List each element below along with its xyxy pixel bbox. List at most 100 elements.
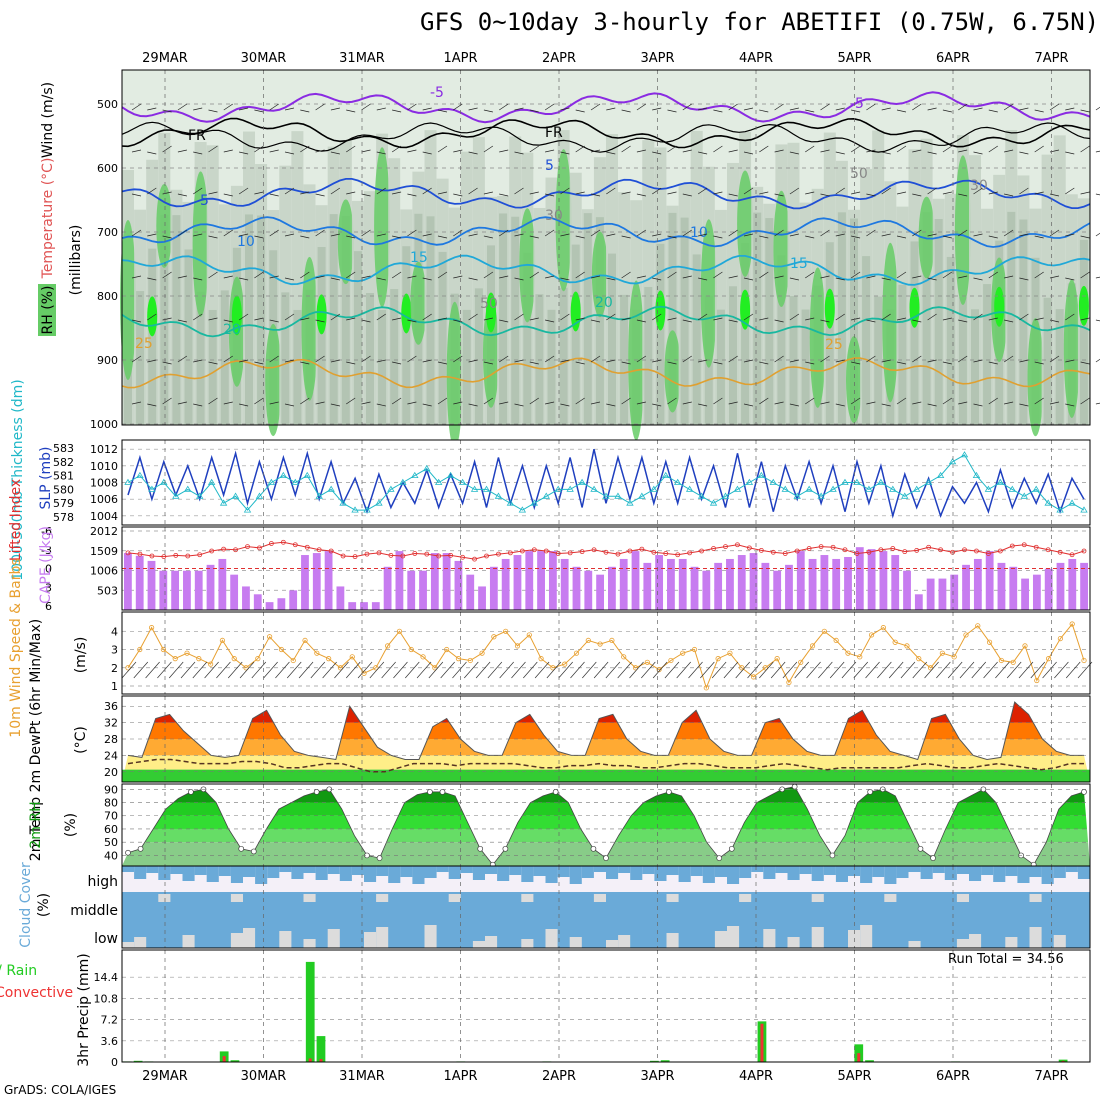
rh-shade-dark xyxy=(426,216,435,425)
rh2m-point xyxy=(917,845,924,852)
wind-barb xyxy=(545,319,555,323)
rh2m-point xyxy=(603,855,609,861)
wind-barb xyxy=(774,319,784,323)
wind-barb xyxy=(468,277,478,281)
wind-barb xyxy=(805,145,815,153)
wind-barb xyxy=(483,145,494,153)
cape-bar xyxy=(714,562,723,610)
wind-barb xyxy=(223,319,233,323)
rh-shade-dark xyxy=(910,241,919,425)
wind-barb xyxy=(606,151,616,155)
cloud-high-bar xyxy=(1005,866,1018,876)
rh-shade-dark xyxy=(801,309,810,425)
wind10-barb xyxy=(700,661,715,679)
thickness-point xyxy=(267,478,276,485)
cape-bar xyxy=(253,594,262,610)
li-point xyxy=(818,544,824,550)
precip-tick-label: 14.4 xyxy=(94,971,119,984)
cloud-high-bar xyxy=(255,866,268,884)
cape-bar xyxy=(218,558,227,610)
wind-barb xyxy=(590,193,601,197)
rh-shade-green xyxy=(446,301,463,449)
wind-tick-label: 1 xyxy=(111,680,118,693)
li-point xyxy=(412,551,418,556)
cloud-high-bar xyxy=(436,866,449,872)
wind10-point xyxy=(125,665,131,671)
wind-barb xyxy=(652,187,662,195)
wind-barb xyxy=(789,403,799,407)
wind-barb xyxy=(881,187,891,195)
rh-shade-bright xyxy=(909,287,920,328)
temp-contour-25 xyxy=(121,357,1091,389)
rh2m-point xyxy=(137,845,144,852)
wind-barb xyxy=(300,361,310,365)
rh-shade-green xyxy=(156,184,173,268)
cape-bar xyxy=(1068,558,1077,610)
wind-barb xyxy=(851,235,861,239)
cloud-low-gap xyxy=(606,940,619,948)
wind-barb xyxy=(958,275,968,279)
wind-barb xyxy=(407,103,417,111)
wind-barb xyxy=(437,317,448,321)
wind-barb xyxy=(866,193,876,197)
li-point xyxy=(292,542,298,548)
li-point xyxy=(257,545,262,551)
wind-barb xyxy=(131,193,142,197)
rh-shade-green xyxy=(954,155,971,306)
precip-unit: 3hr Precip (mm) xyxy=(76,953,92,1066)
wind10-barb xyxy=(428,661,444,679)
wind-barb xyxy=(1065,107,1075,111)
wind10-barb xyxy=(841,661,857,679)
cape-bar xyxy=(737,555,746,610)
wind-barb xyxy=(1019,313,1029,321)
precip-convective-bar xyxy=(760,1023,764,1062)
rh-shade-dark xyxy=(353,251,362,425)
wind-tick-label: 4 xyxy=(111,625,118,638)
wind-barb xyxy=(529,191,539,195)
cape-bar xyxy=(147,560,156,610)
thickness-point xyxy=(423,464,431,472)
wind-barb xyxy=(131,401,142,405)
thickness-tick-label: 581 xyxy=(53,470,74,483)
cloud-high-bar xyxy=(581,866,594,878)
wind-barb xyxy=(1019,187,1029,195)
rh-shade-dark xyxy=(583,213,592,425)
thickness-label: 1000-500mb Thickness (dm) xyxy=(10,379,26,580)
cloud-mid-gap xyxy=(666,894,679,902)
wind10-point xyxy=(326,656,332,662)
wind10-point xyxy=(1069,621,1075,627)
li-point xyxy=(1069,552,1075,558)
wind-barb xyxy=(881,277,891,281)
wind-barb xyxy=(254,145,264,153)
wind-barb xyxy=(927,403,937,407)
wind-barb xyxy=(912,193,922,197)
rh2m-point xyxy=(477,845,484,852)
li-point xyxy=(687,550,693,556)
wind10-point xyxy=(998,657,1004,664)
wind10-barb xyxy=(180,661,196,679)
wind-barb xyxy=(1004,319,1014,323)
rh-shade-dark xyxy=(971,309,979,425)
cloud-low-gap xyxy=(327,929,340,948)
wind-barb xyxy=(774,193,784,197)
wind-barb xyxy=(652,313,662,321)
cape-bar xyxy=(1044,568,1053,610)
precip-convective-label: Convective xyxy=(0,985,73,1001)
wind-barb xyxy=(208,271,218,279)
wind-barb xyxy=(147,313,157,321)
upper-temp-legend: Temperature (°C) xyxy=(40,158,56,280)
thickness-tick-label: 580 xyxy=(53,483,74,496)
wind10-point xyxy=(491,634,497,640)
thickness-point xyxy=(1032,485,1040,492)
rh-shade-green xyxy=(555,149,572,292)
cloud-low-gap xyxy=(1053,935,1066,948)
thickness-point xyxy=(805,485,813,492)
wind-barb xyxy=(346,361,356,365)
rh2m-point xyxy=(250,848,257,855)
wind-barb xyxy=(1003,355,1014,363)
rh-shade-dark xyxy=(837,212,846,425)
rh-shade-dark xyxy=(329,214,338,425)
date-label-top: 29MAR xyxy=(142,51,188,66)
wind-barb xyxy=(483,235,493,239)
wind-barb xyxy=(896,235,907,239)
